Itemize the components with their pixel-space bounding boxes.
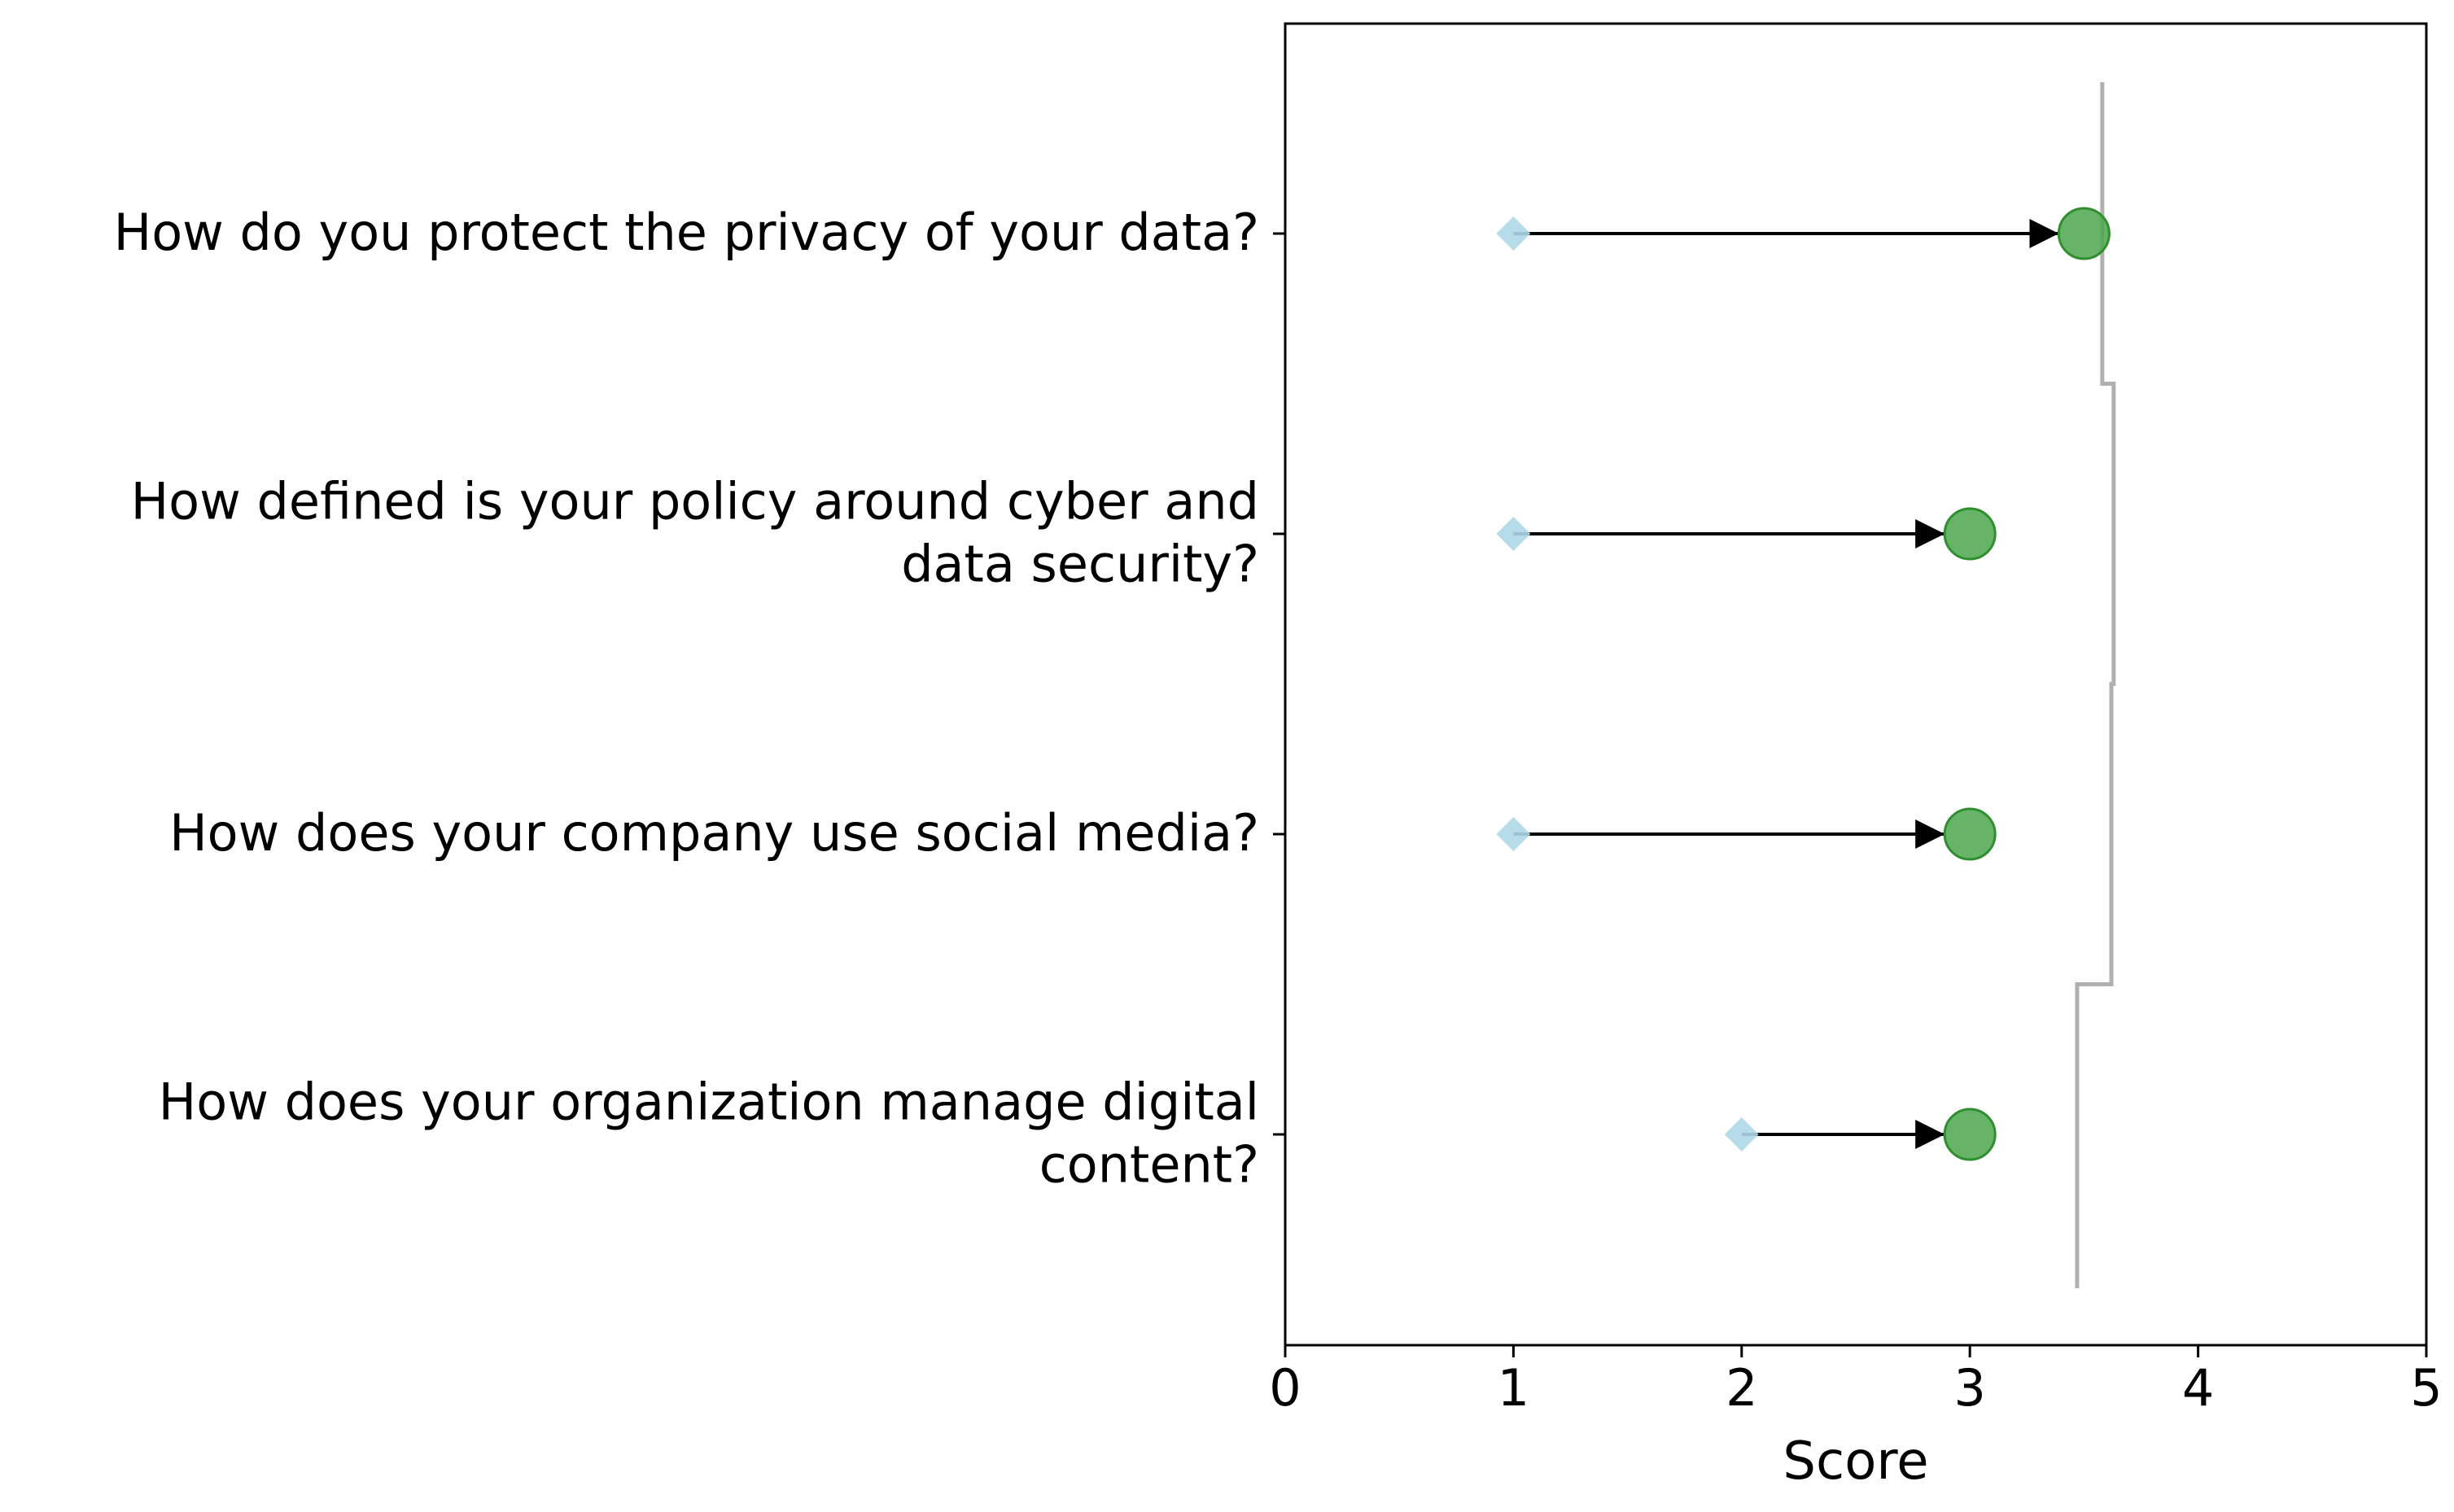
x-axis-label: Score (1783, 1431, 1928, 1492)
start-score-diamond (1496, 817, 1531, 851)
x-tick-label: 0 (1269, 1358, 1301, 1418)
start-score-diamond (1724, 1117, 1759, 1151)
x-tick-label: 5 (2410, 1358, 2442, 1418)
end-score-circle (2057, 207, 2111, 260)
x-tick-label: 4 (2182, 1358, 2214, 1418)
x-tick-label: 3 (1953, 1358, 1985, 1418)
y-category-label: data security? (901, 535, 1259, 594)
end-score-circle (1943, 807, 1997, 861)
start-score-diamond (1496, 517, 1531, 551)
y-category-label: How does your company use social media? (169, 803, 1259, 863)
y-category-label: How defined is your policy around cyber … (131, 472, 1259, 531)
x-tick-label: 2 (1726, 1358, 1757, 1418)
x-tick-label: 1 (1498, 1358, 1529, 1418)
reference-step-line (2075, 82, 2116, 1288)
end-score-circle (1943, 1108, 1997, 1161)
plot-frame (1284, 22, 2428, 1347)
y-category-label: How do you protect the privacy of your d… (114, 203, 1259, 262)
y-category-label: How does your organization manage digita… (159, 1073, 1259, 1132)
y-category-label: content? (1039, 1135, 1259, 1195)
start-score-diamond (1496, 216, 1531, 251)
end-score-circle (1943, 507, 1997, 561)
